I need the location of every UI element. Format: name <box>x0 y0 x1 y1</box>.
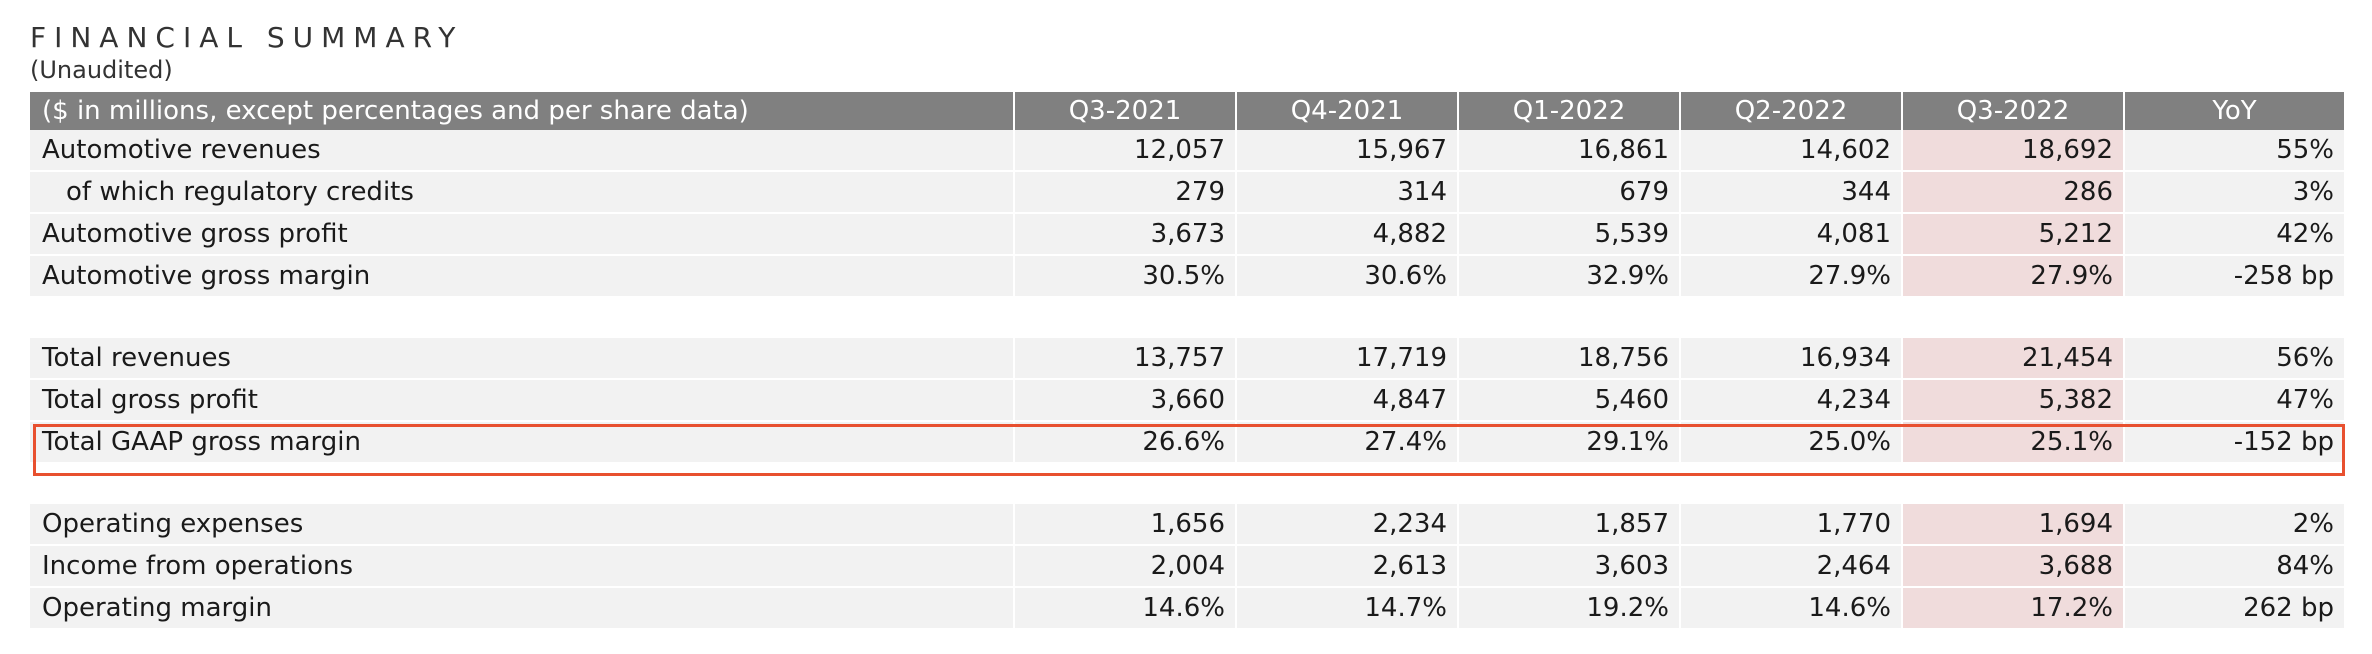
table-cell: 3,603 <box>1458 545 1681 588</box>
table-cell-highlighted: 27.9% <box>1902 255 2125 298</box>
group-spacer <box>30 297 2344 338</box>
table-cell: 32.9% <box>1458 255 1681 298</box>
table-cell: 1,656 <box>1014 504 1237 546</box>
column-header: Q3-2021 <box>1014 92 1237 130</box>
column-header: Q1-2022 <box>1458 92 1681 130</box>
page-subtitle: (Unaudited) <box>30 56 173 84</box>
table-cell: 5,460 <box>1458 379 1681 422</box>
group-spacer <box>30 463 2344 504</box>
table-cell: 279 <box>1014 171 1237 214</box>
table-cell: 30.5% <box>1014 255 1237 298</box>
table-row: Operating margin 14.6% 14.7% 19.2% 14.6%… <box>30 587 2344 630</box>
table-cell: 3,673 <box>1014 213 1237 256</box>
table-cell: 47% <box>2124 379 2344 422</box>
table-cell: 5,539 <box>1458 213 1681 256</box>
table-cell-highlighted: 1,694 <box>1902 504 2125 546</box>
table-row: of which regulatory credits 279 314 679 … <box>30 171 2344 214</box>
table-cell: 84% <box>2124 545 2344 588</box>
row-label: Automotive revenues <box>30 130 1015 172</box>
table-cell-highlighted: 25.1% <box>1902 421 2125 464</box>
table-cell-highlighted: 21,454 <box>1902 338 2125 380</box>
table-cell-highlighted: 286 <box>1902 171 2125 214</box>
table-cell: 3% <box>2124 171 2344 214</box>
table-cell: 26.6% <box>1014 421 1237 464</box>
row-label: Operating expenses <box>30 504 1015 546</box>
table-cell: -152 bp <box>2124 421 2344 464</box>
table-cell: 4,847 <box>1236 379 1459 422</box>
table-cell: 14.6% <box>1680 587 1903 630</box>
table-cell: 25.0% <box>1680 421 1903 464</box>
table-cell-highlighted: 5,382 <box>1902 379 2125 422</box>
row-label: Income from operations <box>30 545 1015 588</box>
table-row: Income from operations 2,004 2,613 3,603… <box>30 545 2344 588</box>
table-cell: 17,719 <box>1236 338 1459 380</box>
table-cell: 12,057 <box>1014 130 1237 172</box>
table-cell: 13,757 <box>1014 338 1237 380</box>
row-label: Total GAAP gross margin <box>30 421 1015 464</box>
table-cell: -258 bp <box>2124 255 2344 298</box>
table-cell: 42% <box>2124 213 2344 256</box>
table-row: Total gross profit 3,660 4,847 5,460 4,2… <box>30 379 2344 422</box>
table-row: Total revenues 13,757 17,719 18,756 16,9… <box>30 338 2344 380</box>
table-cell: 27.4% <box>1236 421 1459 464</box>
table-cell: 2,234 <box>1236 504 1459 546</box>
financial-summary-table: ($ in millions, except percentages and p… <box>30 92 2344 630</box>
table-cell: 15,967 <box>1236 130 1459 172</box>
table-cell: 4,882 <box>1236 213 1459 256</box>
column-header: YoY <box>2124 92 2344 130</box>
table-cell: 344 <box>1680 171 1903 214</box>
row-label: Automotive gross margin <box>30 255 1015 298</box>
row-label: Total revenues <box>30 338 1015 380</box>
table-cell: 18,756 <box>1458 338 1681 380</box>
table-header-row: ($ in millions, except percentages and p… <box>30 92 2344 130</box>
table-cell-highlighted: 3,688 <box>1902 545 2125 588</box>
table-row: Automotive gross margin 30.5% 30.6% 32.9… <box>30 255 2344 298</box>
row-label: Operating margin <box>30 587 1015 630</box>
table-cell: 16,861 <box>1458 130 1681 172</box>
table-cell: 1,770 <box>1680 504 1903 546</box>
row-label: of which regulatory credits <box>30 171 1015 214</box>
column-header: Q4-2021 <box>1236 92 1459 130</box>
table-cell: 2,613 <box>1236 545 1459 588</box>
column-header: Q3-2022 <box>1902 92 2125 130</box>
table-cell: 2,004 <box>1014 545 1237 588</box>
table-cell: 314 <box>1236 171 1459 214</box>
table-cell: 262 bp <box>2124 587 2344 630</box>
table-cell: 16,934 <box>1680 338 1903 380</box>
table-cell: 679 <box>1458 171 1681 214</box>
table-cell: 30.6% <box>1236 255 1459 298</box>
row-label: Automotive gross profit <box>30 213 1015 256</box>
table-row-gaap-gross-margin: Total GAAP gross margin 26.6% 27.4% 29.1… <box>30 421 2344 464</box>
table-cell-highlighted: 17.2% <box>1902 587 2125 630</box>
table-cell-highlighted: 18,692 <box>1902 130 2125 172</box>
table-cell: 4,234 <box>1680 379 1903 422</box>
table-cell: 14.6% <box>1014 587 1237 630</box>
table-cell: 4,081 <box>1680 213 1903 256</box>
table-cell-highlighted: 5,212 <box>1902 213 2125 256</box>
table-cell: 27.9% <box>1680 255 1903 298</box>
table-cell: 2% <box>2124 504 2344 546</box>
column-header: Q2-2022 <box>1680 92 1903 130</box>
page-title: FINANCIAL SUMMARY <box>30 21 464 54</box>
row-label: Total gross profit <box>30 379 1015 422</box>
table-cell: 29.1% <box>1458 421 1681 464</box>
table-cell: 14,602 <box>1680 130 1903 172</box>
table-cell: 56% <box>2124 338 2344 380</box>
table-cell: 55% <box>2124 130 2344 172</box>
column-header-label: ($ in millions, except percentages and p… <box>30 92 1015 130</box>
table-row: Operating expenses 1,656 2,234 1,857 1,7… <box>30 504 2344 546</box>
table-cell: 3,660 <box>1014 379 1237 422</box>
table-cell: 19.2% <box>1458 587 1681 630</box>
table-cell: 1,857 <box>1458 504 1681 546</box>
table-row: Automotive revenues 12,057 15,967 16,861… <box>30 130 2344 172</box>
table-cell: 14.7% <box>1236 587 1459 630</box>
table-row: Automotive gross profit 3,673 4,882 5,53… <box>30 213 2344 256</box>
table-cell: 2,464 <box>1680 545 1903 588</box>
